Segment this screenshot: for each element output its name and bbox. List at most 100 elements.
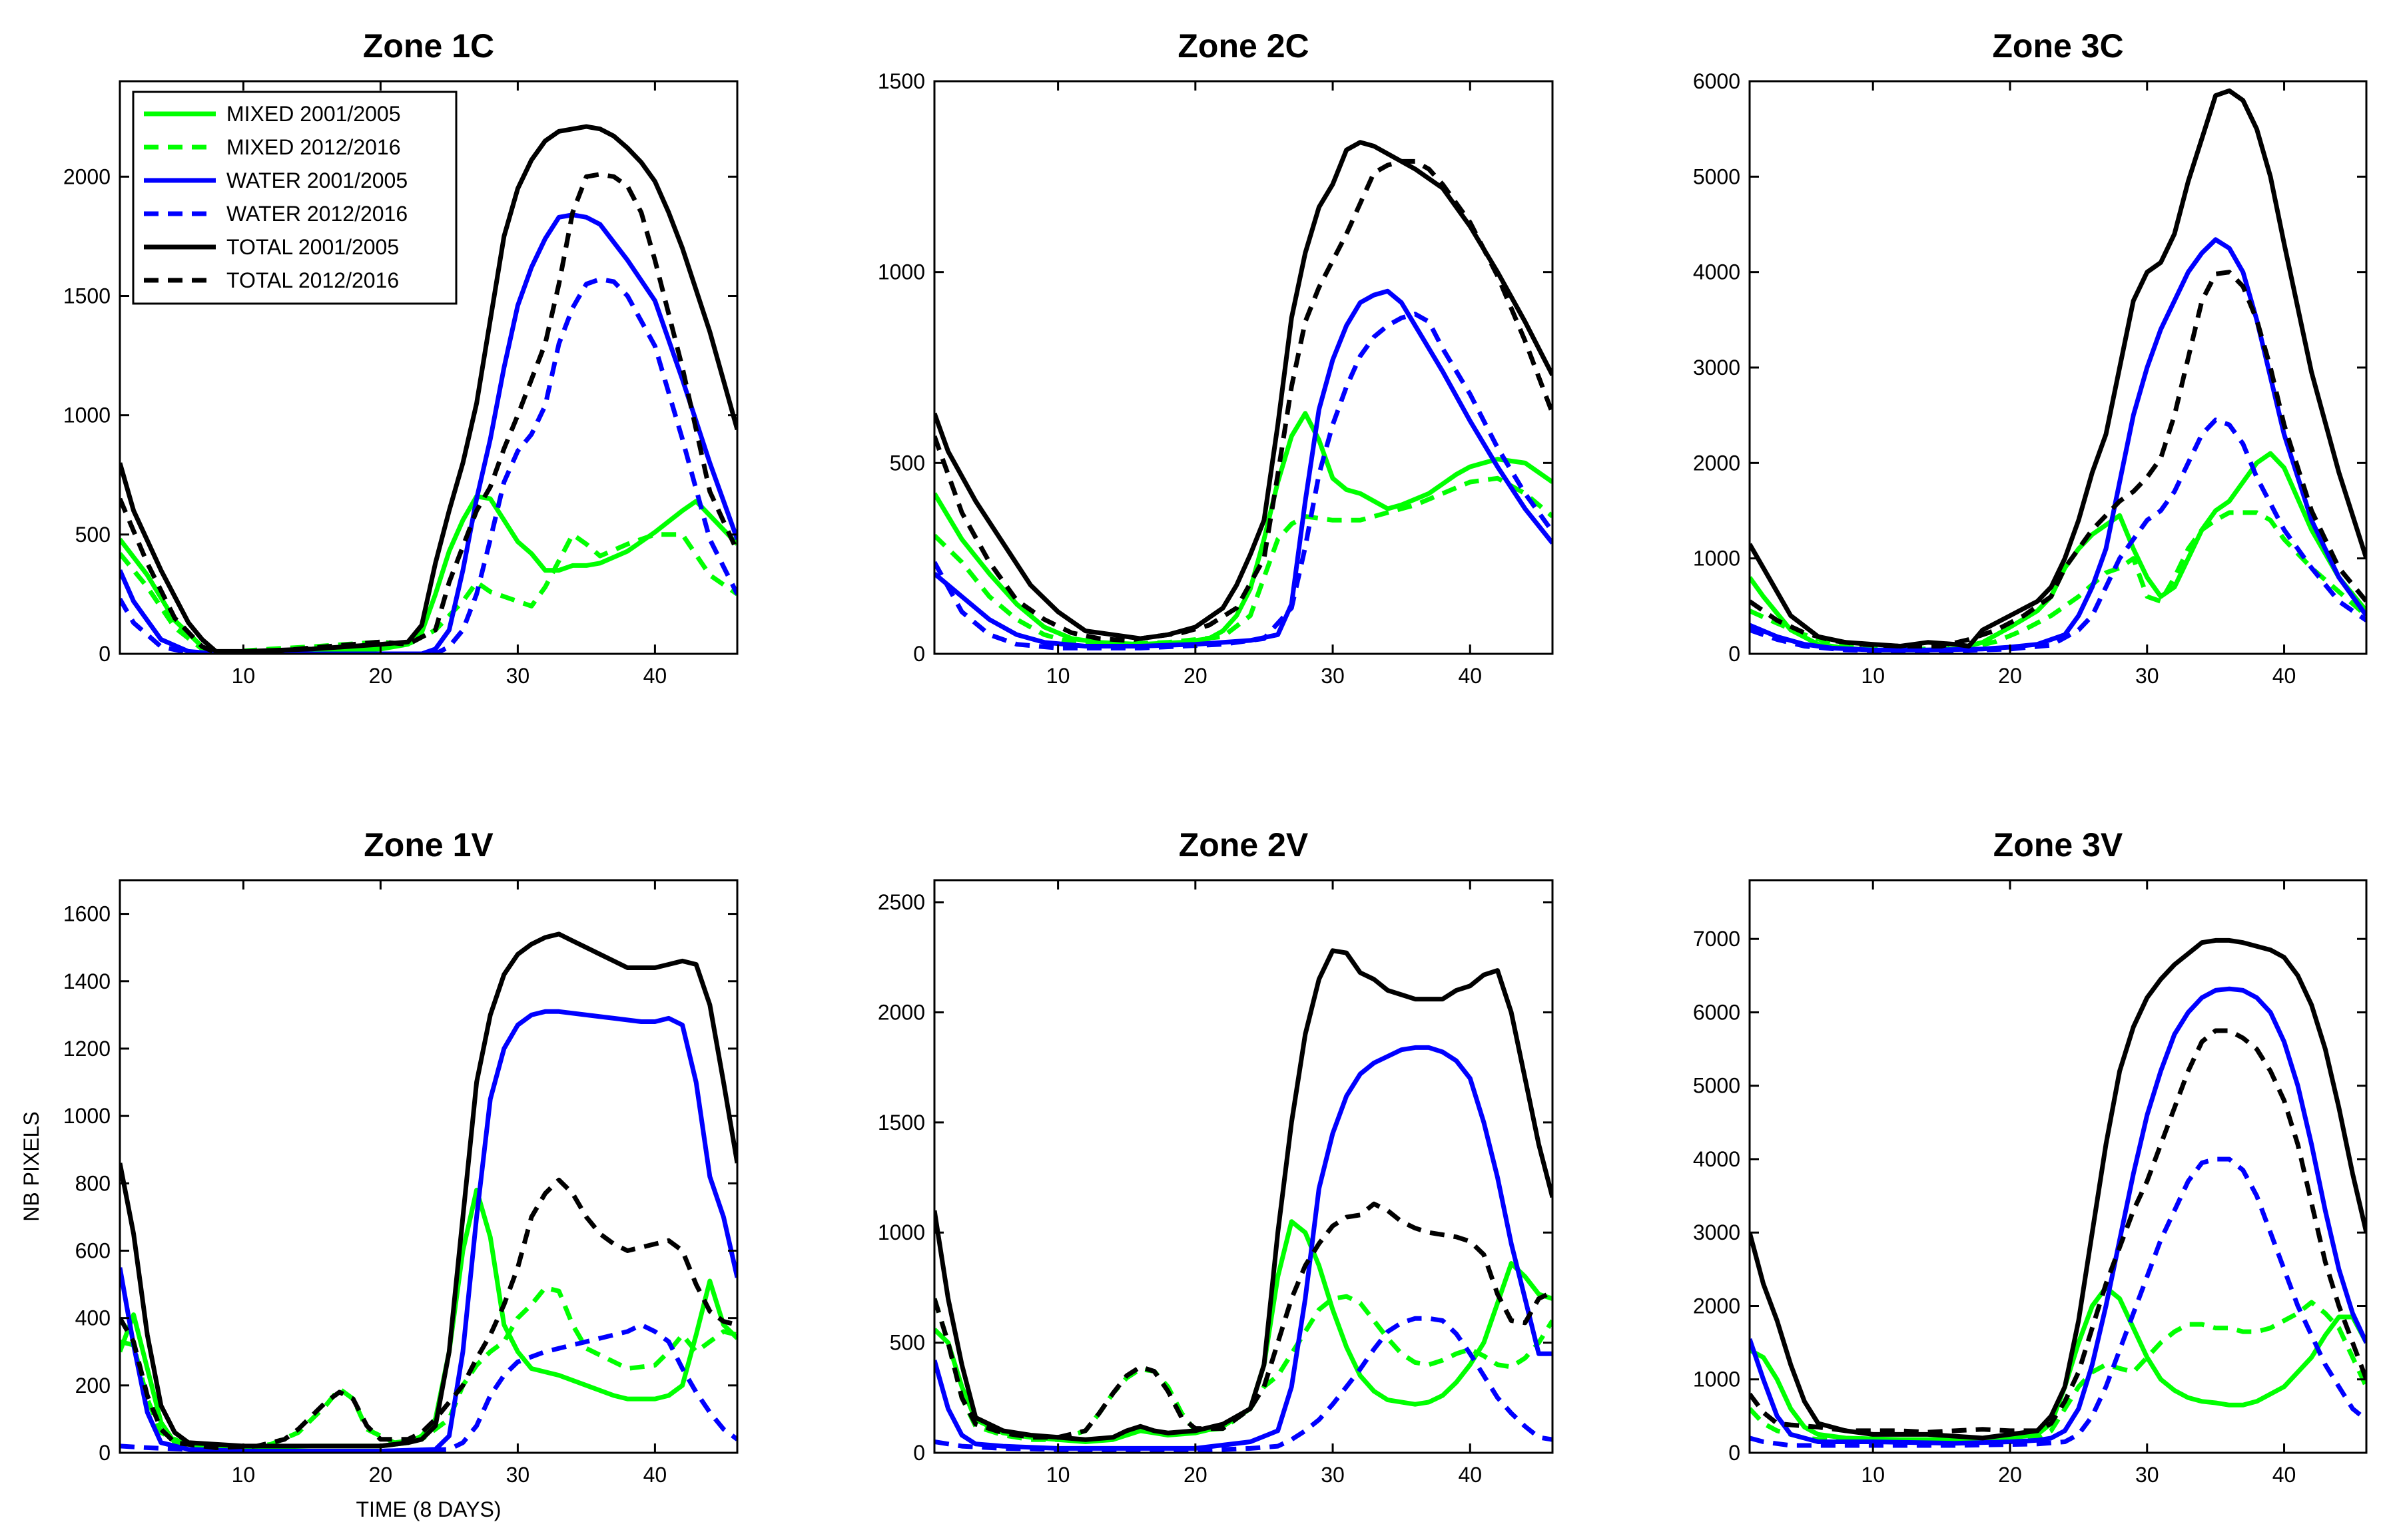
series-line-total-2001-2005	[120, 931, 737, 1449]
series-line-mixed-2001-2005	[934, 1219, 1552, 1444]
y-tick-label: 7000	[1693, 927, 1740, 951]
legend-label: WATER 2001/2005	[226, 168, 408, 192]
panel-title: Zone 2V	[1179, 826, 1309, 864]
y-tick-label: 1000	[878, 1220, 925, 1244]
y-tick-label: 2000	[878, 1000, 925, 1024]
x-tick-label: 10	[1861, 1463, 1885, 1487]
series-group	[1750, 937, 2366, 1448]
series-line-mixed-2012-2016	[120, 532, 737, 654]
y-tick-label: 4000	[1693, 1147, 1740, 1171]
x-tick-label: 40	[2272, 664, 2296, 688]
axes-box	[119, 879, 739, 1454]
y-tick-label: 5000	[1693, 164, 1740, 188]
x-tick-label: 10	[1046, 664, 1070, 688]
panel-title: Zone 2C	[1178, 27, 1309, 65]
y-tick-label: 500	[890, 451, 925, 475]
y-tick-label: 6000	[1693, 69, 1740, 93]
series-line-total-2001-2005	[934, 140, 1552, 641]
x-tick-label: 40	[643, 1463, 667, 1487]
x-tick-label: 10	[1861, 664, 1885, 688]
panel-6: Zone 3V 10 20 30 40 0 1000 2000 3000 4000 5000 6000…	[1693, 826, 2368, 1487]
legend-label: MIXED 2012/2016	[226, 135, 401, 159]
series-line-water-2012-2016	[934, 312, 1552, 650]
legend: MIXED 2001/2005 MIXED 2012/2016 WATER 2001…	[132, 91, 458, 305]
legend-label: MIXED 2001/2005	[226, 102, 401, 126]
x-tick-label: 20	[1998, 664, 2022, 688]
x-tick-label: 30	[2135, 664, 2159, 688]
y-tick-label: 3000	[1693, 1220, 1740, 1244]
series-line-mixed-2001-2005	[120, 494, 737, 654]
series-line-water-2012-2016	[934, 1316, 1552, 1453]
series-line-total-2012-2016	[120, 1177, 737, 1450]
series-line-water-2001-2005	[934, 288, 1552, 648]
series-line-water-2001-2005	[120, 212, 737, 654]
legend-label: TOTAL 2012/2016	[226, 268, 399, 292]
series-line-total-2012-2016	[934, 158, 1552, 643]
series-line-water-2012-2016	[120, 276, 737, 654]
y-tick-label: 0	[913, 642, 925, 666]
y-tick-label: 1600	[63, 902, 111, 926]
y-tick-label: 1400	[63, 969, 111, 993]
y-tick-label: 0	[99, 1441, 111, 1465]
y-tick-label: 1500	[878, 1111, 925, 1135]
series-line-water-2001-2005	[1750, 237, 2366, 652]
panel-3: Zone 3C 10 20 30 40 0 1000 2000 3000 4000 5000 6000	[1693, 27, 2368, 688]
y-tick-label: 1000	[1693, 547, 1740, 571]
series-line-mixed-2012-2016	[934, 475, 1552, 647]
series-line-mixed-2001-2005	[1750, 1285, 2366, 1442]
series-line-total-2001-2005	[934, 948, 1552, 1442]
series-line-mixed-2012-2016	[1750, 1300, 2366, 1444]
series-line-water-2001-2005	[1750, 986, 2366, 1446]
x-tick-label: 10	[1046, 1463, 1070, 1487]
x-tick-label: 40	[1458, 664, 1482, 688]
y-tick-label: 0	[99, 642, 111, 666]
panel-title: Zone 3C	[1992, 27, 2123, 65]
axes-box	[119, 80, 739, 655]
y-tick-label: 0	[1728, 1441, 1740, 1465]
series-line-total-2012-2016	[1750, 270, 2366, 648]
series-line-total-2012-2016	[120, 172, 737, 654]
y-tick-label: 2000	[1693, 1294, 1740, 1318]
y-tick-label: 500	[75, 523, 111, 547]
x-tick-label: 30	[506, 1463, 530, 1487]
panel-title: Zone 1V	[364, 826, 494, 864]
series-line-mixed-2001-2005	[1750, 451, 2366, 652]
series-line-water-2012-2016	[1750, 1156, 2366, 1448]
series-line-water-2001-2005	[120, 1009, 737, 1453]
legend-label: WATER 2012/2016	[226, 202, 408, 226]
series-line-total-2001-2005	[1750, 88, 2366, 648]
panel-title: Zone 1C	[363, 27, 494, 65]
series-line-total-2012-2016	[934, 1201, 1552, 1440]
y-tick-label: 400	[75, 1306, 111, 1330]
y-tick-label: 0	[1728, 642, 1740, 666]
y-tick-label: 2000	[1693, 451, 1740, 475]
series-group	[1750, 88, 2366, 654]
x-tick-label: 40	[643, 664, 667, 688]
y-tick-label: 4000	[1693, 260, 1740, 284]
y-tick-label: 600	[75, 1238, 111, 1262]
x-tick-label: 30	[1321, 1463, 1345, 1487]
y-tick-label: 1000	[63, 403, 111, 427]
x-tick-label: 40	[1458, 1463, 1482, 1487]
x-tick-label: 20	[1184, 1463, 1207, 1487]
x-tick-label: 30	[2135, 1463, 2159, 1487]
y-tick-label: 1000	[1693, 1368, 1740, 1392]
axes-box	[933, 879, 1554, 1454]
y-tick-label: 1200	[63, 1037, 111, 1061]
series-group	[934, 140, 1552, 650]
y-tick-label: 0	[913, 1441, 925, 1465]
panel-title: Zone 3V	[1993, 826, 2123, 864]
series-line-total-2001-2005	[120, 124, 737, 654]
legend-box	[132, 91, 458, 305]
x-tick-label: 40	[2272, 1463, 2296, 1487]
panel-5: Zone 2V 10 20 30 40 0 500 1000 1500 2000 2500	[878, 826, 1554, 1487]
series-line-mixed-2001-2005	[120, 1187, 737, 1450]
x-tick-label: 20	[1184, 664, 1207, 688]
y-tick-label: 6000	[1693, 1000, 1740, 1024]
y-tick-label: 2500	[878, 890, 925, 914]
x-tick-label: 30	[506, 664, 530, 688]
y-tick-label: 800	[75, 1171, 111, 1195]
series-line-water-2012-2016	[1750, 417, 2366, 654]
